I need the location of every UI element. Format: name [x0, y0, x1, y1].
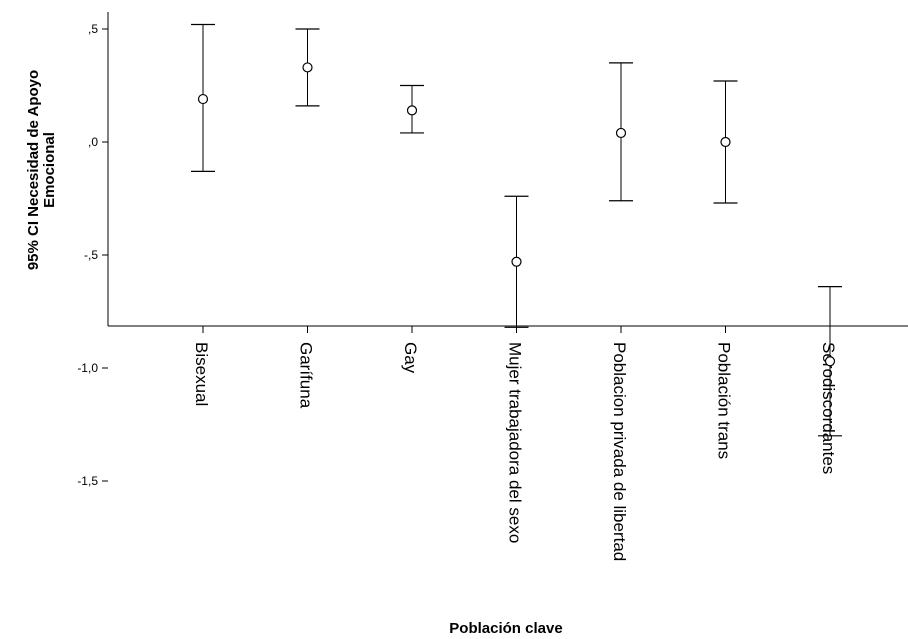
mean-point — [615, 127, 627, 139]
x-tick-label: Gay — [401, 342, 420, 374]
y-tick-label: ,0 — [88, 135, 98, 149]
y-axis-title-line2: Emocional — [41, 132, 58, 208]
x-tick-label: Población trans — [715, 342, 734, 459]
y-axis-title-line1: 95% CI Necesidad de Apoyo — [25, 70, 42, 270]
mean-point — [511, 256, 522, 267]
mean-point — [197, 93, 209, 105]
y-tick-label: -,5 — [84, 248, 98, 262]
mean-point — [824, 356, 836, 367]
mean-point — [406, 105, 418, 116]
x-tick-label: Bisexual — [192, 342, 211, 406]
x-axis-ticks: Bisexual Garífuna Gay Mujer trabajadora del… — [192, 326, 838, 561]
y-tick-label: ,5 — [88, 22, 98, 36]
x-tick-label: Serodiscordantes — [819, 342, 838, 474]
mean-point — [720, 136, 731, 148]
y-tick-label: -1,0 — [77, 361, 98, 375]
x-tick-label: Poblacion privada de libertad — [610, 342, 629, 561]
y-tick-label: -1,5 — [77, 474, 98, 488]
mean-point — [302, 62, 313, 73]
error-bars — [191, 23, 842, 437]
x-tick-label: Garífuna — [297, 342, 316, 409]
x-tick-label: Mujer trabajadora del sexo — [506, 342, 525, 543]
x-axis-title: Población clave — [449, 620, 562, 637]
y-axis-ticks: 1,0,5,0-,5-1,0-1,5 — [77, 22, 108, 488]
